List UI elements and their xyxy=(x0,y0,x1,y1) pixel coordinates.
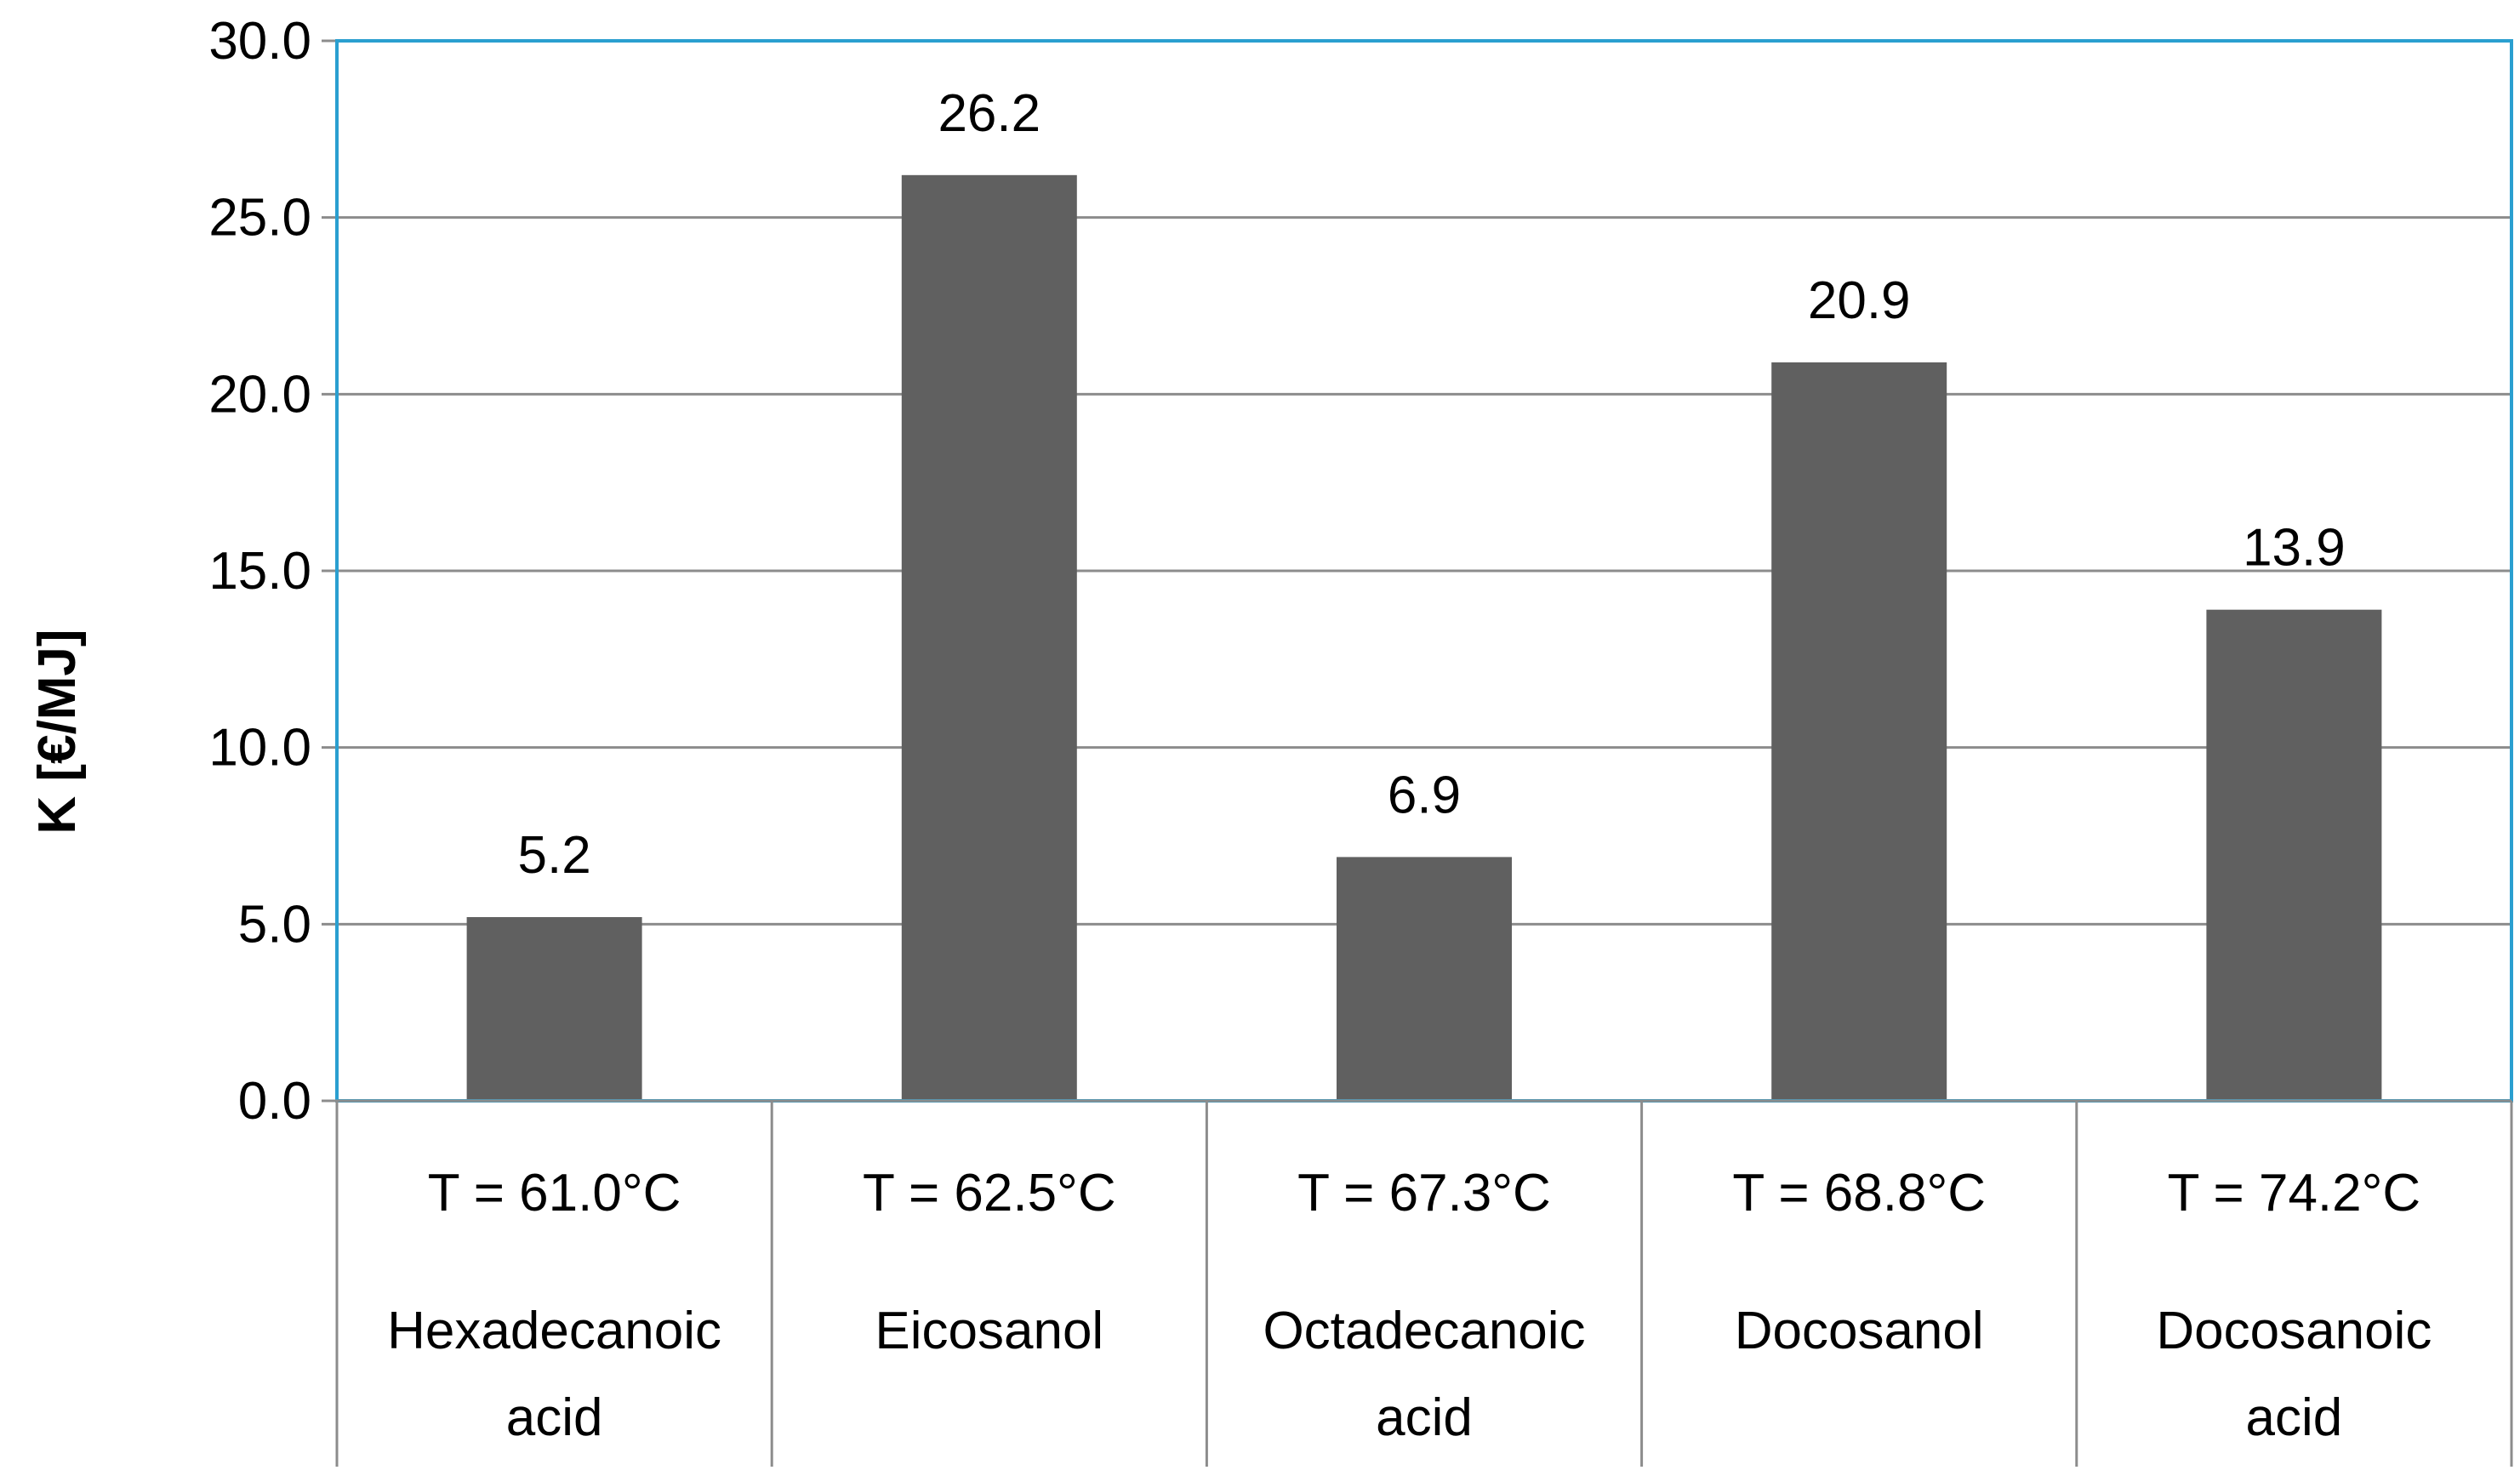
data-label: 26.2 xyxy=(938,84,1040,143)
data-label: 20.9 xyxy=(1808,271,1911,330)
y-tick-label: 10.0 xyxy=(208,719,311,778)
category-name-label: acid xyxy=(2246,1388,2343,1447)
category-name-label: acid xyxy=(506,1388,603,1447)
category-name-label: Hexadecanoic xyxy=(387,1302,721,1360)
y-tick-label: 30.0 xyxy=(208,12,311,71)
y-tick-label: 25.0 xyxy=(208,189,311,248)
category-name-label: acid xyxy=(1376,1388,1473,1447)
category-temperature-label: T = 68.8°C xyxy=(1732,1164,1986,1222)
data-labels: 5.2 26.2 6.9 20.9 13.9 xyxy=(517,84,2345,885)
bar xyxy=(1337,857,1512,1101)
category-name-label: Docosanol xyxy=(1735,1302,1984,1360)
y-tick-label: 20.0 xyxy=(208,365,311,424)
category-name-label: Docosanoic xyxy=(2156,1302,2432,1360)
data-label: 13.9 xyxy=(2243,519,2346,578)
category-temperature-label: T = 67.3°C xyxy=(1297,1164,1551,1222)
bars xyxy=(466,174,2382,1101)
category-temperature-label: T = 61.0°C xyxy=(428,1164,681,1222)
bar xyxy=(901,174,1077,1101)
y-tick-label: 15.0 xyxy=(208,542,311,601)
axes: 0.0 5.0 10.0 15.0 20.0 25.0 30.0 xyxy=(208,12,2513,1467)
data-label: 5.2 xyxy=(517,826,590,885)
y-tick-label: 0.0 xyxy=(238,1072,311,1131)
category-name-label: Octadecanoic xyxy=(1263,1302,1585,1360)
bar xyxy=(466,917,642,1101)
bar xyxy=(2206,609,2382,1101)
category-temperature-label: T = 74.2°C xyxy=(2168,1164,2421,1222)
category-labels: T = 61.0°C Hexadecanoic acid T = 62.5°C Eico… xyxy=(387,1164,2432,1447)
bar xyxy=(1771,362,1947,1101)
y-tick-label: 5.0 xyxy=(238,895,311,954)
data-label: 6.9 xyxy=(1388,766,1461,824)
category-temperature-label: T = 62.5°C xyxy=(863,1164,1116,1222)
y-axis-label: K [€/MJ] xyxy=(28,629,87,834)
category-name-label: Eicosanol xyxy=(875,1302,1103,1360)
